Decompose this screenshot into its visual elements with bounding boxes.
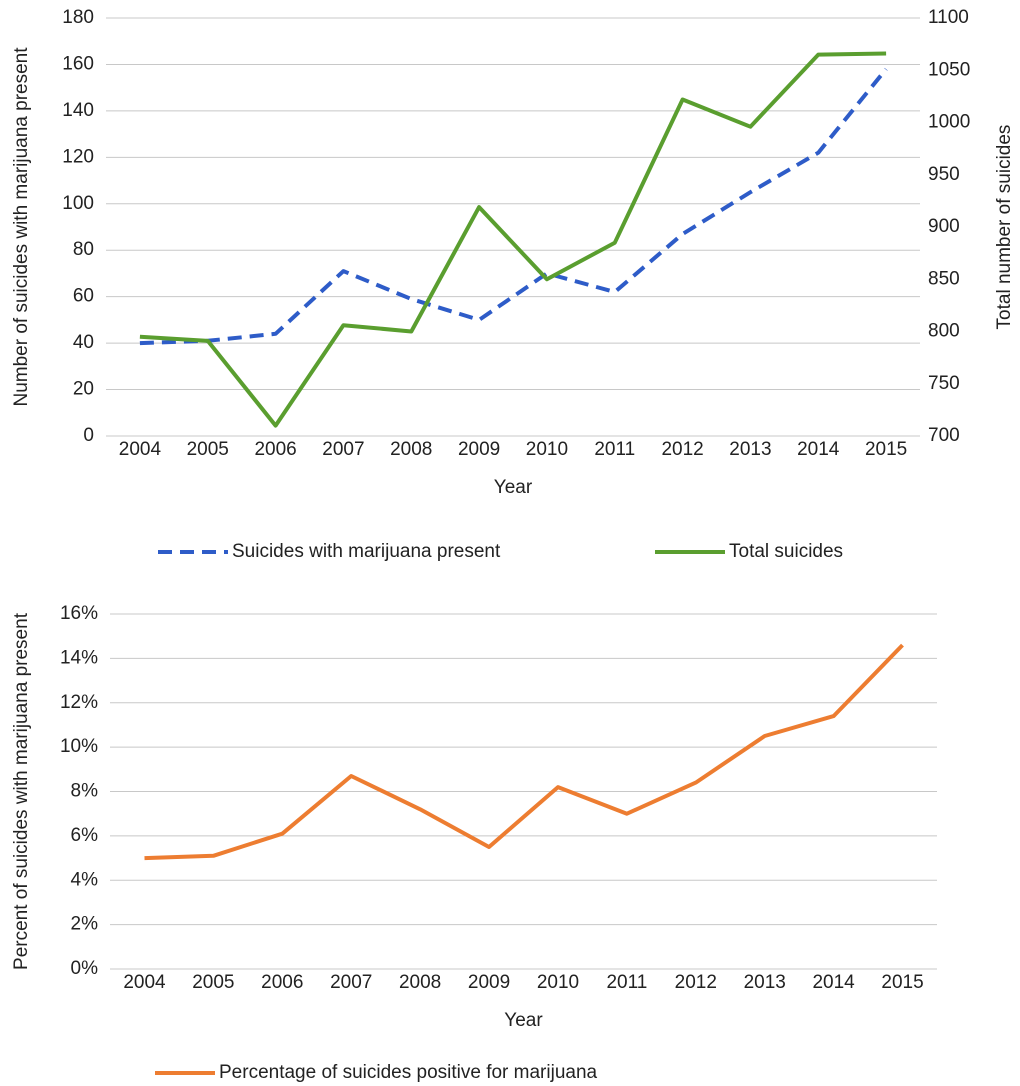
y2-tick-label: 850	[928, 268, 960, 289]
y-tick-label: 6%	[71, 825, 99, 846]
x-tick-label: 2014	[797, 439, 840, 460]
x-tick-label: 2013	[744, 972, 786, 993]
y2-tick-label: 1050	[928, 59, 970, 80]
legend-label: Total suicides	[729, 541, 843, 562]
y-tick-label: 2%	[71, 914, 99, 935]
y2-tick-label: 700	[928, 425, 960, 446]
x-tick-label: 2008	[390, 439, 432, 460]
x-tick-label: 2006	[261, 972, 303, 993]
y2-tick-label: 900	[928, 216, 960, 237]
x-axis-label: Year	[494, 477, 533, 498]
y-axis-label: Percent of suicides with marijuana prese…	[11, 612, 32, 970]
y2-tick-label: 950	[928, 164, 960, 185]
y-tick-label: 16%	[60, 603, 98, 624]
x-tick-label: 2010	[537, 972, 579, 993]
x-tick-label: 2011	[606, 972, 647, 993]
y-tick-label: 12%	[60, 692, 98, 713]
x-tick-label: 2012	[661, 439, 703, 460]
x-tick-label: 2005	[187, 439, 229, 460]
x-tick-label: 2010	[526, 439, 568, 460]
x-tick-label: 2009	[468, 972, 510, 993]
y2-tick-label: 1100	[928, 7, 969, 28]
x-tick-label: 2006	[254, 439, 296, 460]
series-line	[139, 51, 887, 428]
x-axis-label: Year	[504, 1010, 543, 1031]
x-tick-label: 2004	[123, 972, 166, 993]
y-tick-label: 140	[62, 100, 94, 121]
x-tick-label: 2015	[881, 972, 923, 993]
x-tick-label: 2011	[594, 439, 635, 460]
y-tick-label: 20	[73, 379, 94, 400]
y2-tick-label: 750	[928, 373, 960, 394]
y-tick-label: 10%	[60, 736, 98, 757]
x-tick-label: 2014	[812, 972, 855, 993]
legend-label: Suicides with marijuana present	[232, 541, 501, 562]
x-tick-label: 2005	[192, 972, 234, 993]
x-tick-label: 2015	[865, 439, 907, 460]
series-line	[144, 643, 904, 861]
y-tick-label: 120	[62, 146, 94, 167]
x-tick-label: 2013	[729, 439, 771, 460]
y2-tick-label: 1000	[928, 112, 970, 133]
y-tick-label: 40	[73, 332, 94, 353]
y-tick-label: 180	[62, 7, 94, 28]
y-tick-label: 80	[73, 239, 94, 260]
y-tick-label: 14%	[60, 647, 98, 668]
y-tick-label: 4%	[71, 869, 99, 890]
y2-tick-label: 800	[928, 321, 960, 342]
y-tick-label: 100	[62, 193, 94, 214]
x-tick-label: 2007	[322, 439, 364, 460]
legend-label: Percentage of suicides positive for mari…	[219, 1062, 598, 1083]
y-tick-label: 160	[62, 53, 94, 74]
x-tick-label: 2009	[458, 439, 500, 460]
y-tick-label: 60	[73, 286, 94, 307]
x-tick-label: 2007	[330, 972, 372, 993]
y-tick-label: 0	[83, 425, 94, 446]
y2-axis-label: Total number of suicides	[994, 125, 1015, 330]
y-tick-label: 0%	[71, 958, 99, 979]
x-tick-label: 2004	[119, 439, 162, 460]
y-tick-label: 8%	[71, 781, 99, 802]
y-axis-label: Number of suicides with marijuana presen…	[11, 47, 32, 407]
x-tick-label: 2012	[675, 972, 717, 993]
series-line	[139, 67, 888, 346]
x-tick-label: 2008	[399, 972, 441, 993]
